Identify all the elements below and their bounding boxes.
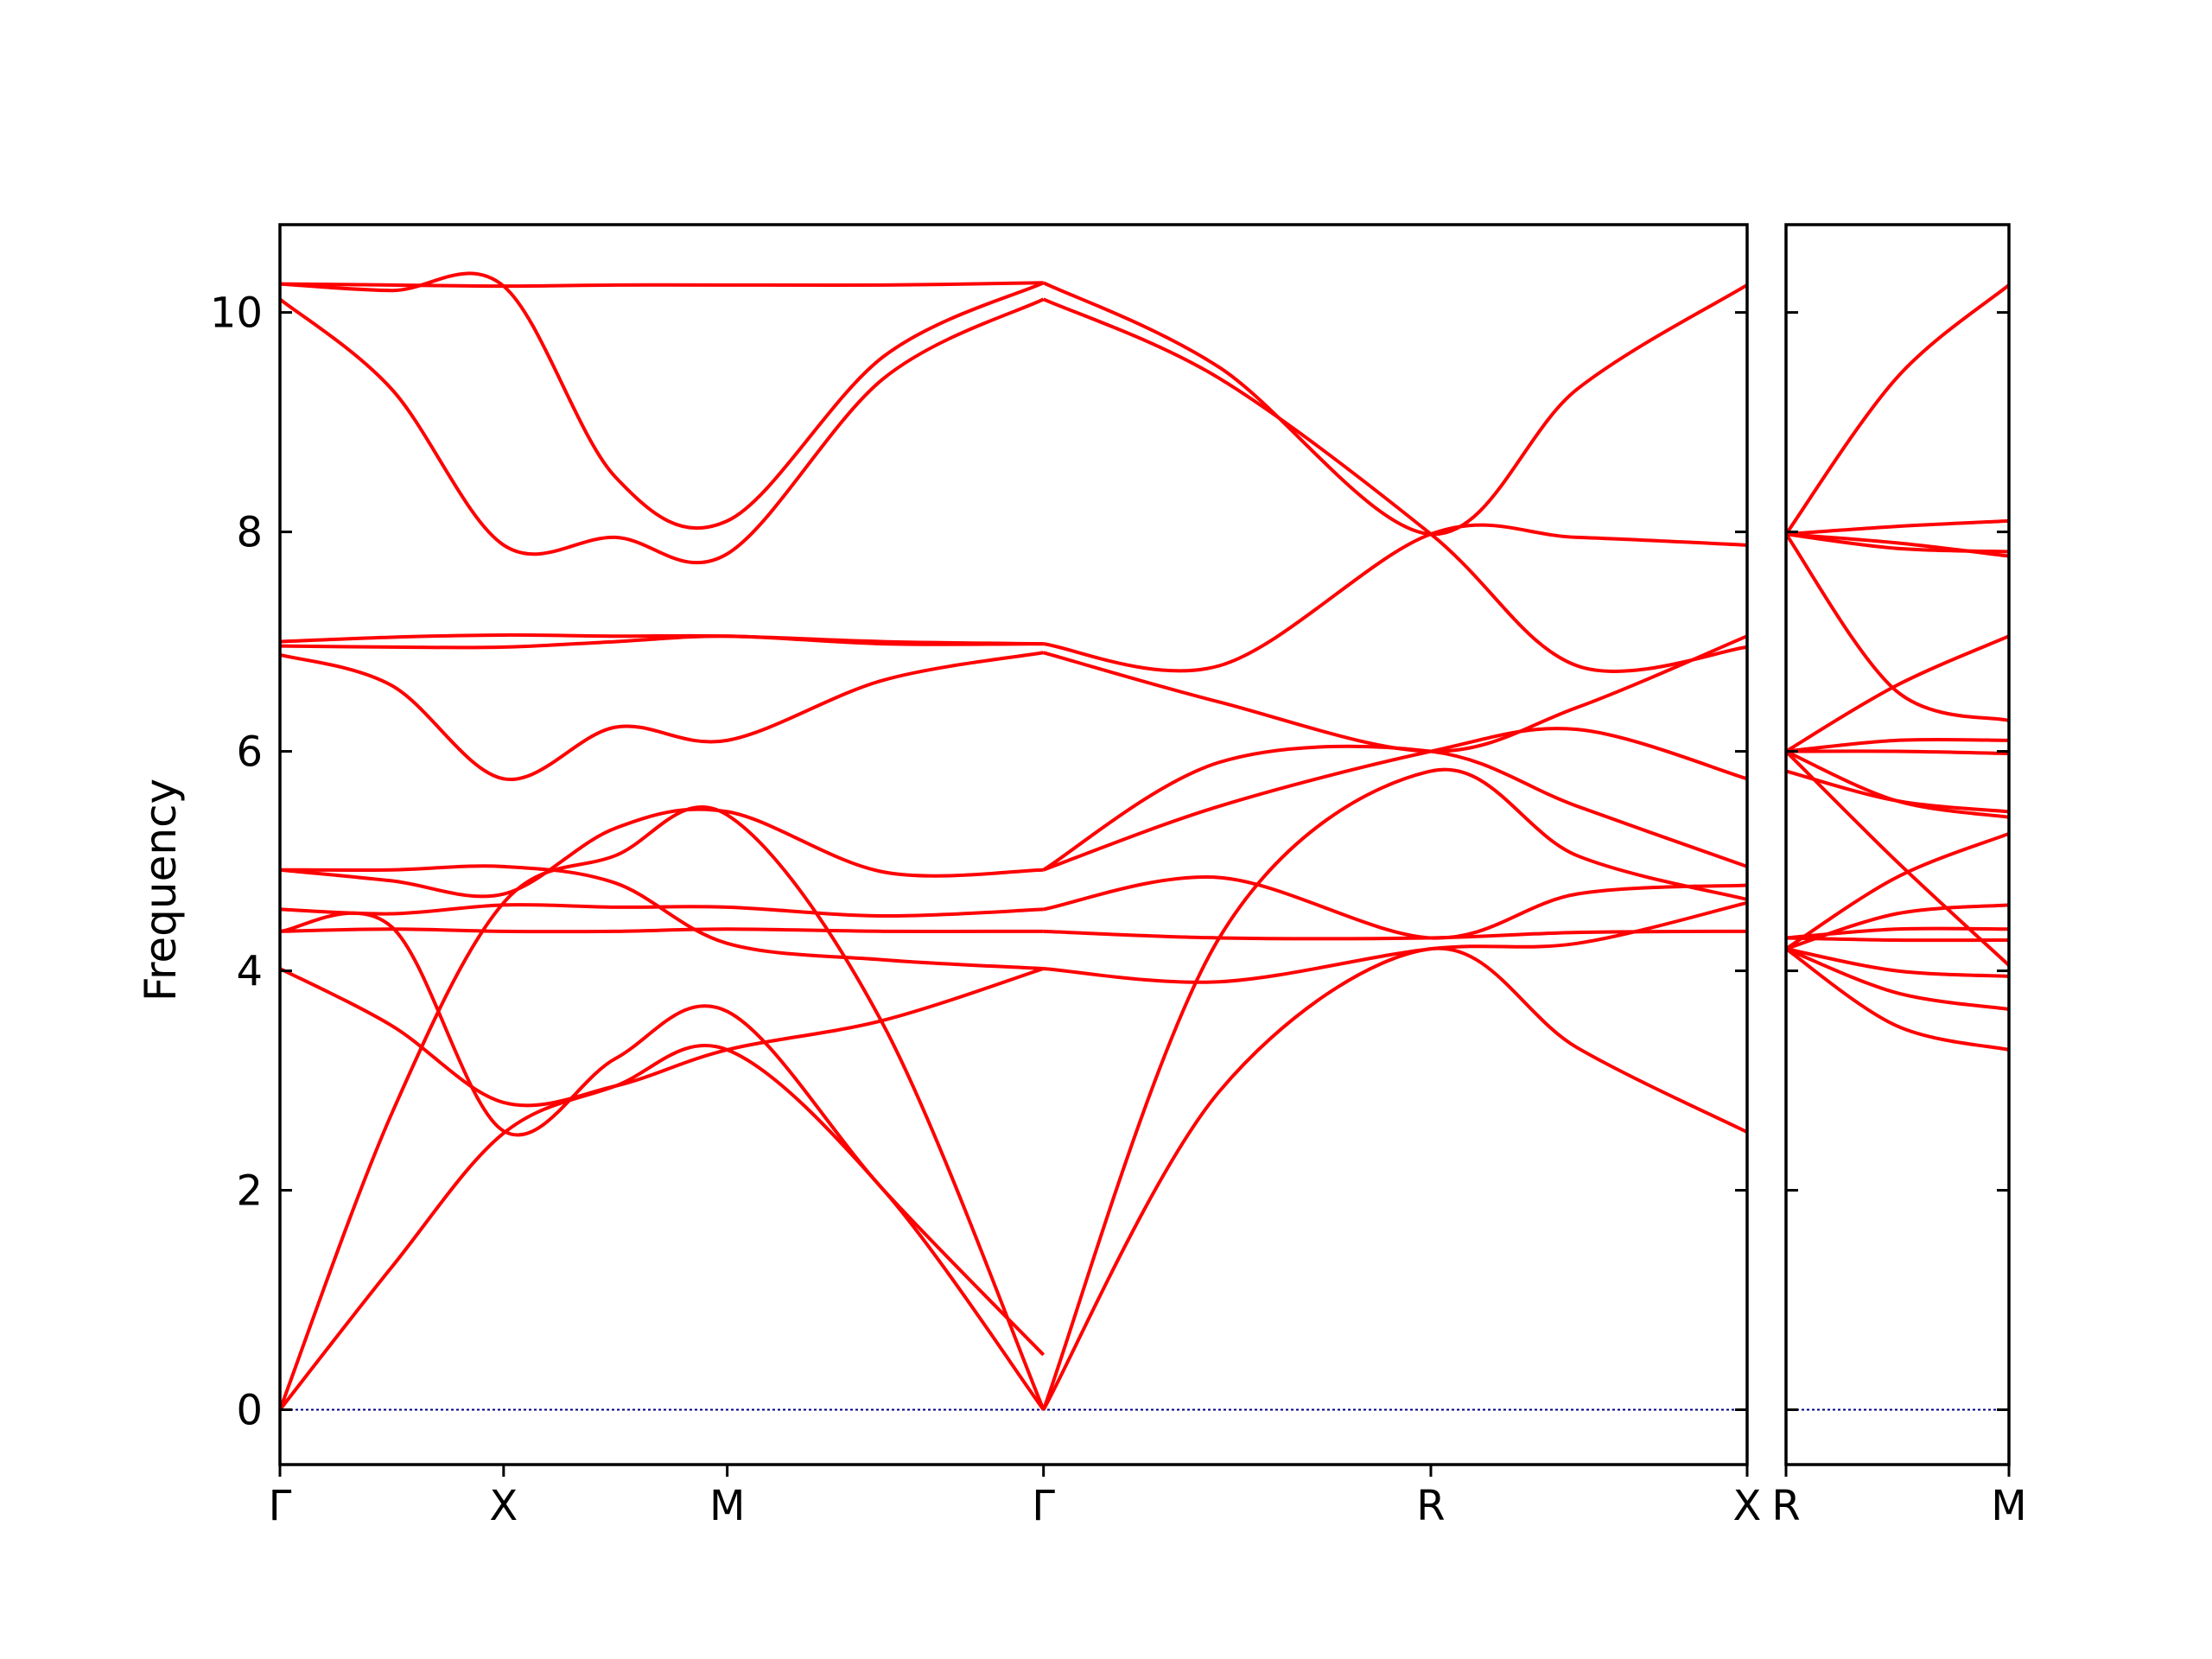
band-series-right-17 — [1784, 947, 2010, 1052]
band-series-left-10 — [279, 651, 1045, 781]
band-series-right-11 — [1784, 831, 2010, 950]
band-series-right-14 — [1785, 936, 2010, 943]
band-series-right-4 — [1784, 532, 2010, 722]
x-tick-label: Γ — [269, 1482, 292, 1530]
band-series-right-7 — [1785, 749, 2010, 756]
band-series-left-3 — [1041, 767, 1748, 1411]
band-series-left-13 — [278, 297, 1045, 565]
band-series-left-15 — [279, 281, 1044, 289]
band-series-left-18 — [1043, 523, 1748, 673]
y-tick-label: 2 — [236, 1167, 263, 1216]
band-series-right-13 — [1785, 926, 2010, 940]
x-tick-label: X — [489, 1482, 518, 1530]
x-tick-label: R — [1416, 1482, 1445, 1530]
y-tick-label: 10 — [210, 289, 263, 338]
band-series-right-9 — [1785, 749, 2010, 819]
axes-frame-left — [278, 223, 1749, 1466]
band-series-left-1 — [278, 804, 1046, 1411]
x-tick-label: M — [709, 1482, 745, 1530]
x-tick-label: X — [1733, 1482, 1762, 1530]
band-series-left-8 — [279, 864, 1044, 970]
y-tick-label: 4 — [236, 948, 263, 996]
band-series-left-14 — [279, 271, 1045, 531]
band-series-left-5 — [279, 911, 1046, 1357]
band-series-right-15 — [1785, 947, 2010, 978]
y-tick-label: 6 — [236, 728, 263, 777]
y-axis-label: Frequency — [136, 779, 186, 1001]
band-series-right-6 — [1785, 737, 2010, 753]
panel-left: 0 2 4 6 8 10 Γ X M Γ R X — [210, 223, 1762, 1530]
band-series-right-16 — [1785, 947, 2010, 1011]
band-series-left-11 — [279, 634, 1044, 650]
band-series-left-4 — [279, 967, 1045, 1108]
band-series-left-6 — [279, 927, 1044, 934]
x-tick-label: R — [1771, 1482, 1800, 1530]
band-series-right-5 — [1784, 634, 2010, 753]
band-series-left-2 — [1041, 946, 1748, 1411]
band-series-left-7 — [279, 903, 1044, 918]
band-series-left-24 — [1043, 900, 1748, 984]
band-series-right-0 — [1784, 283, 2011, 536]
band-series-right-1 — [1785, 518, 2010, 537]
band-series-right-3 — [1785, 532, 2010, 558]
y-tick-label: 0 — [236, 1387, 263, 1435]
x-tick-label: Γ — [1032, 1482, 1055, 1530]
x-tick-label: M — [1991, 1482, 2026, 1530]
axes-frame-right — [1784, 223, 2011, 1466]
band-series-left-9 — [279, 807, 1044, 899]
y-tick-label: 8 — [236, 509, 263, 557]
band-series-left-12 — [279, 632, 1044, 646]
band-series-left-21 — [1042, 744, 1748, 872]
